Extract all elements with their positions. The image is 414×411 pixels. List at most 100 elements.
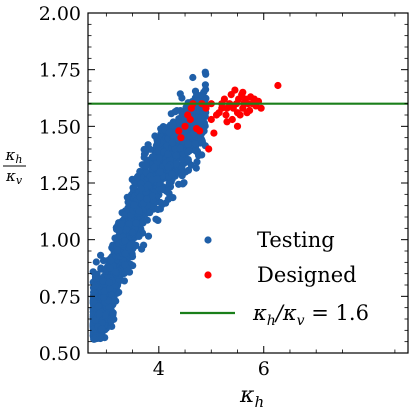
testing-point (178, 94, 186, 102)
testing-point (126, 241, 134, 250)
testing-point (120, 277, 128, 285)
testing-point (90, 298, 98, 306)
testing-point (132, 219, 140, 227)
testing-point (164, 150, 172, 158)
y-tick-label: 1.25 (39, 173, 81, 195)
y-tick-label: 1.00 (39, 230, 81, 252)
testing-point (121, 261, 129, 269)
testing-point (178, 172, 186, 180)
testing-point (165, 129, 173, 137)
testing-point (142, 161, 150, 170)
testing-point (158, 185, 166, 193)
designed-point (205, 145, 213, 153)
testing-point (123, 193, 131, 201)
testing-point (193, 91, 201, 99)
testing-point (106, 284, 114, 293)
testing-point (184, 140, 192, 148)
designed-point (177, 134, 185, 142)
tick-labels: 0.50 0.75 1.00 1.25 1.50 1.75 2.00 4 6 (39, 3, 270, 380)
testing-point (95, 310, 104, 318)
testing-point (172, 151, 180, 160)
y-tick-label: 0.50 (39, 343, 81, 365)
y-axis-label-numerator: κh (5, 146, 23, 166)
designed-point (231, 86, 239, 94)
testing-point (164, 163, 172, 171)
legend-label: κh/κv = 1.6 (252, 301, 369, 329)
testing-point (106, 264, 114, 272)
testing-point (164, 195, 172, 203)
testing-point (135, 207, 143, 215)
testing-point (165, 179, 173, 187)
designed-point (246, 106, 254, 115)
x-tick-label: 4 (153, 358, 165, 380)
legend-marker-designed (204, 271, 212, 279)
testing-point (137, 184, 145, 193)
testing-point (153, 138, 161, 146)
testing-point (151, 132, 159, 140)
testing-point (91, 316, 99, 324)
y-tick-label: 2.00 (39, 3, 81, 25)
testing-point (121, 249, 129, 258)
designed-point (181, 122, 189, 130)
testing-point (90, 335, 98, 343)
testing-point (154, 147, 163, 155)
testing-point (115, 227, 123, 235)
testing-point (105, 278, 113, 287)
y-axis-label-denominator: κv (5, 167, 23, 187)
testing-point (98, 319, 106, 327)
designed-point (236, 111, 244, 119)
testing-point (121, 211, 129, 219)
testing-point (187, 161, 195, 169)
testing-point (138, 245, 146, 253)
testing-point (94, 302, 102, 310)
y-tick-label: 1.75 (39, 60, 81, 82)
testing-point (166, 156, 174, 164)
testing-point (100, 287, 109, 295)
testing-point (189, 130, 197, 138)
testing-point (121, 237, 129, 245)
testing-point (171, 108, 179, 116)
designed-point (222, 111, 230, 119)
testing-point (113, 246, 121, 254)
testing-point (149, 192, 157, 200)
testing-point (99, 293, 108, 301)
testing-point (142, 146, 150, 154)
testing-point (168, 170, 176, 178)
testing-point (168, 139, 176, 147)
designed-point (210, 129, 218, 137)
testing-point (91, 272, 100, 280)
testing-point (169, 121, 177, 129)
testing-point (128, 253, 137, 261)
testing-point (99, 277, 107, 285)
testing-point (155, 154, 163, 162)
testing-point (189, 73, 197, 82)
testing-point (175, 119, 183, 127)
testing-point (171, 145, 179, 153)
designed-point (239, 88, 247, 96)
testing-point (193, 147, 201, 155)
testing-point (191, 140, 199, 148)
testing-point (153, 175, 161, 183)
testing-point (110, 296, 118, 304)
designed-point (202, 104, 210, 112)
y-tick-label: 0.75 (39, 286, 81, 308)
testing-point (184, 156, 192, 164)
testing-point (154, 205, 162, 214)
testing-point (201, 81, 209, 89)
axis-ticks (88, 12, 408, 354)
testing-point (156, 198, 164, 207)
testing-point (128, 228, 137, 237)
testing-point (150, 163, 158, 172)
testing-point (143, 216, 151, 224)
testing-point (133, 174, 141, 182)
testing-point (111, 268, 120, 276)
testing-point (135, 232, 143, 240)
testing-point (179, 180, 187, 188)
designed-point (196, 127, 204, 135)
testing-point (136, 167, 144, 176)
x-tick-label: 6 (258, 358, 270, 380)
testing-point (98, 325, 106, 333)
legend: Testing Designed κh/κv = 1.6 (180, 228, 369, 329)
testing-point (136, 193, 144, 201)
